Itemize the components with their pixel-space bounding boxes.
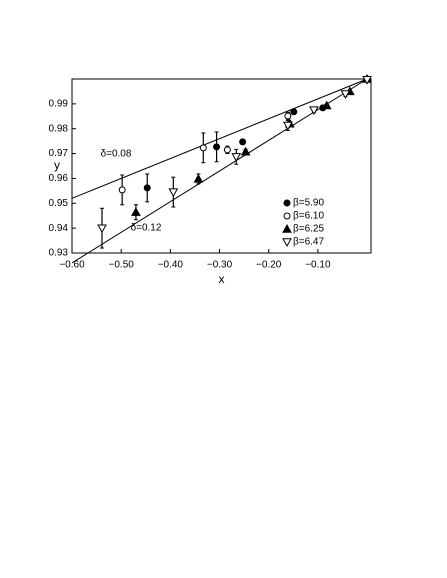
marker (282, 223, 292, 233)
legend-label: β=6.10 (293, 211, 324, 222)
fit-line (71, 78, 368, 264)
x-axis-label: x (219, 272, 225, 286)
marker (309, 106, 319, 116)
y-tick-label: 0.98 (49, 123, 69, 134)
marker (284, 112, 292, 120)
marker (223, 146, 231, 154)
y-tick-label: 0.95 (49, 198, 69, 209)
marker (362, 76, 372, 85)
marker (283, 212, 291, 220)
marker (283, 121, 293, 131)
y-tick-label: 0.99 (49, 98, 69, 109)
x-tick-label: −0.30 (207, 260, 233, 271)
marker (290, 108, 298, 116)
marker (282, 238, 292, 248)
marker (231, 153, 242, 162)
legend-label: β=5.90 (293, 198, 324, 209)
marker (97, 224, 107, 234)
fit-line (71, 78, 368, 199)
marker (213, 143, 221, 151)
x-tick-label: −0.50 (109, 260, 135, 271)
y-tick-label: 0.96 (49, 173, 69, 184)
line-label: δ=0.12 (131, 223, 162, 234)
marker (239, 138, 247, 146)
y-tick-label: 0.93 (49, 248, 69, 259)
marker (131, 207, 141, 216)
y-tick-label: 0.94 (49, 223, 69, 234)
x-tick-label: −0.40 (158, 260, 184, 271)
x-tick-label: −0.20 (256, 260, 282, 271)
legend-label: β=6.47 (293, 237, 324, 248)
legend-label: β=6.25 (293, 224, 324, 235)
marker (143, 184, 151, 192)
marker (199, 144, 207, 152)
y-axis-label: y (54, 158, 60, 172)
line-label: δ=0.08 (101, 149, 132, 160)
x-tick-label: −0.60 (59, 260, 85, 271)
marker (118, 186, 126, 194)
marker (321, 100, 332, 110)
marker (193, 173, 204, 183)
plot-frame (71, 78, 372, 254)
marker (168, 188, 179, 198)
marker (283, 199, 291, 207)
y-tick-label: 0.97 (49, 148, 69, 159)
marker (340, 90, 351, 99)
marker (240, 146, 251, 156)
x-tick-label: −0.10 (305, 260, 331, 271)
